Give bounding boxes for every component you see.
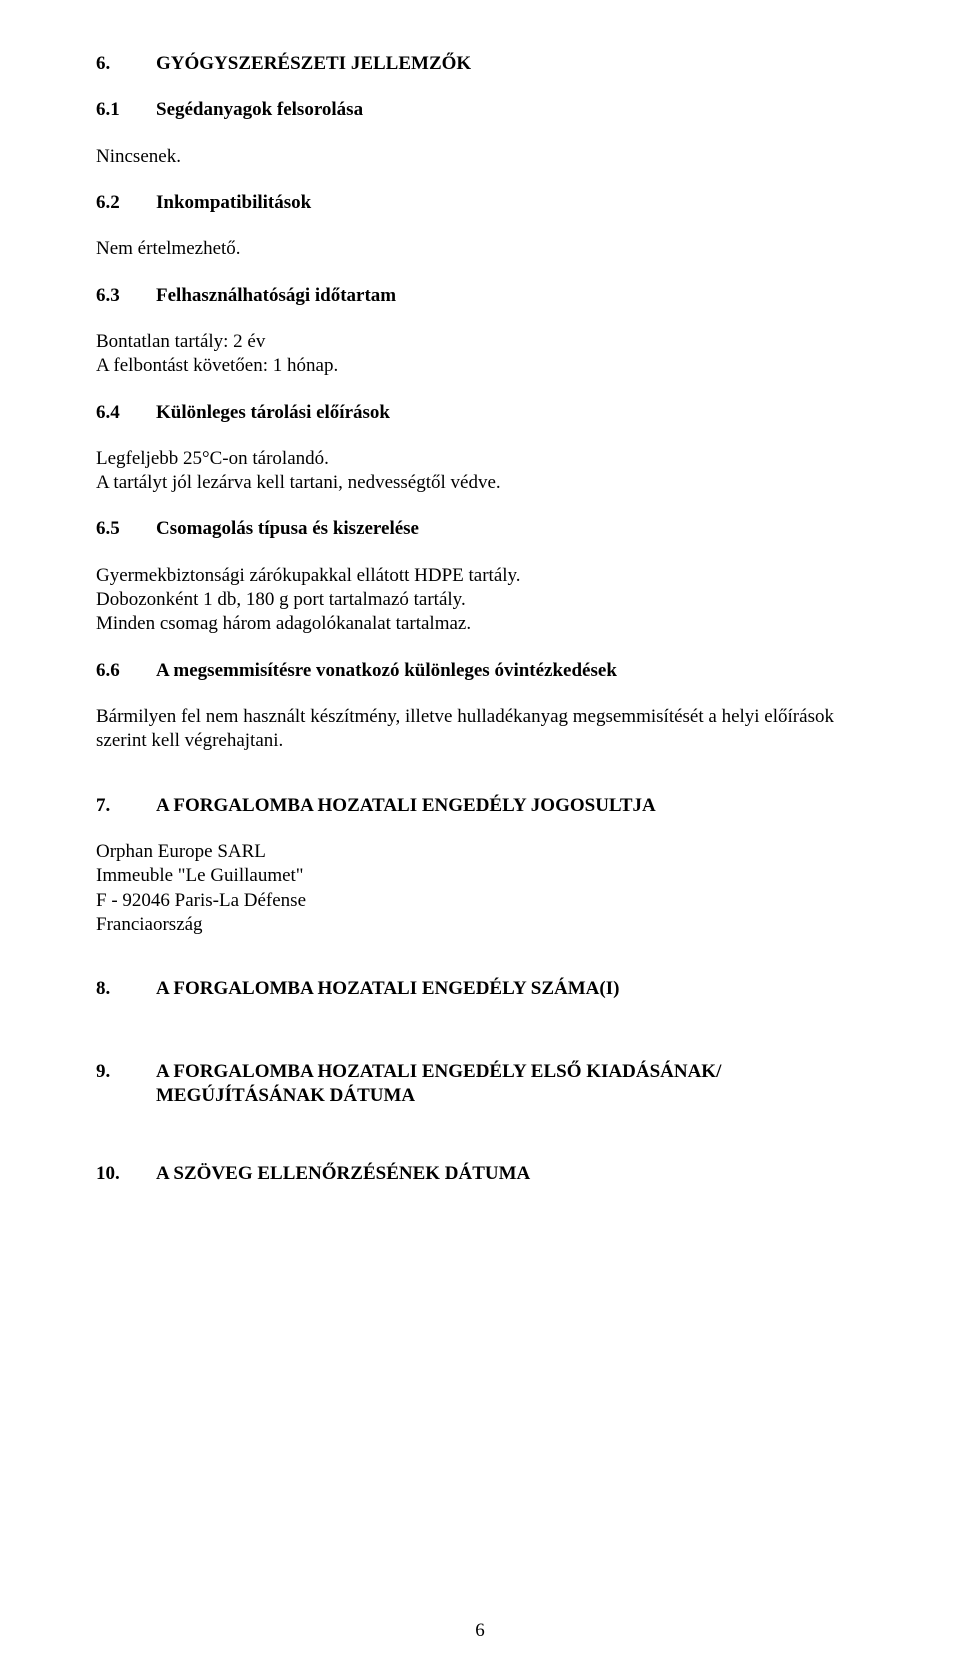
section-number: 10. (96, 1162, 156, 1186)
section-8-heading: 8. A FORGALOMBA HOZATALI ENGEDÉLY SZÁMA(… (96, 977, 864, 1001)
section-6-6-heading: 6.6 A megsemmisítésre vonatkozó különleg… (96, 659, 864, 683)
section-6-3-heading: 6.3 Felhasználhatósági időtartam (96, 284, 864, 308)
section-number: 6.3 (96, 284, 156, 308)
section-10-heading: 10. A SZÖVEG ELLENŐRZÉSÉNEK DÁTUMA (96, 1162, 864, 1186)
section-number: 6.4 (96, 401, 156, 425)
page-number: 6 (0, 1619, 960, 1643)
section-title: A FORGALOMBA HOZATALI ENGEDÉLY JOGOSULTJ… (156, 794, 864, 818)
body-line: Franciaország (96, 913, 864, 937)
section-6-1-heading: 6.1 Segédanyagok felsorolása (96, 98, 864, 122)
body-line: Orphan Europe SARL (96, 840, 864, 864)
section-6-2-body: Nem értelmezhető. (96, 237, 864, 261)
document-page: 6. GYÓGYSZERÉSZETI JELLEMZŐK 6.1 Segédan… (0, 0, 960, 1671)
section-title: Csomagolás típusa és kiszerelése (156, 517, 864, 541)
body-line: A felbontást követően: 1 hónap. (96, 354, 864, 378)
body-line: Gyermekbiztonsági zárókupakkal ellátott … (96, 564, 864, 588)
section-6-4-heading: 6.4 Különleges tárolási előírások (96, 401, 864, 425)
section-number: 6.2 (96, 191, 156, 215)
section-6-2-heading: 6.2 Inkompatibilitások (96, 191, 864, 215)
section-6-heading: 6. GYÓGYSZERÉSZETI JELLEMZŐK (96, 52, 864, 76)
section-title: GYÓGYSZERÉSZETI JELLEMZŐK (156, 52, 864, 76)
section-title: A FORGALOMBA HOZATALI ENGEDÉLY SZÁMA(I) (156, 977, 864, 1001)
section-title: Inkompatibilitások (156, 191, 864, 215)
section-6-6-body: Bármilyen fel nem használt készítmény, i… (96, 705, 864, 754)
section-title: Segédanyagok felsorolása (156, 98, 864, 122)
section-number: 7. (96, 794, 156, 818)
section-title: A megsemmisítésre vonatkozó különleges ó… (156, 659, 864, 683)
section-7-body: Orphan Europe SARL Immeuble "Le Guillaum… (96, 840, 864, 937)
section-title: Felhasználhatósági időtartam (156, 284, 864, 308)
section-number: 6.1 (96, 98, 156, 122)
section-6-5-heading: 6.5 Csomagolás típusa és kiszerelése (96, 517, 864, 541)
body-line: Dobozonként 1 db, 180 g port tartalmazó … (96, 588, 864, 612)
body-line: Legfeljebb 25°C-on tárolandó. (96, 447, 864, 471)
section-title: A FORGALOMBA HOZATALI ENGEDÉLY ELSŐ KIAD… (156, 1060, 864, 1109)
section-title: Különleges tárolási előírások (156, 401, 864, 425)
section-number: 6.6 (96, 659, 156, 683)
section-number: 6.5 (96, 517, 156, 541)
body-line: Immeuble "Le Guillaumet" (96, 864, 864, 888)
title-line: A FORGALOMBA HOZATALI ENGEDÉLY ELSŐ KIAD… (156, 1060, 864, 1084)
section-6-5-body: Gyermekbiztonsági zárókupakkal ellátott … (96, 564, 864, 637)
section-6-1-body: Nincsenek. (96, 145, 864, 169)
title-line: MEGÚJÍTÁSÁNAK DÁTUMA (156, 1084, 864, 1108)
section-number: 6. (96, 52, 156, 76)
body-line: Minden csomag három adagolókanalat tarta… (96, 612, 864, 636)
section-title: A SZÖVEG ELLENŐRZÉSÉNEK DÁTUMA (156, 1162, 864, 1186)
section-6-4-body: Legfeljebb 25°C-on tárolandó. A tartályt… (96, 447, 864, 496)
section-6-3-body: Bontatlan tartály: 2 év A felbontást köv… (96, 330, 864, 379)
body-line: F - 92046 Paris-La Défense (96, 889, 864, 913)
section-7-heading: 7. A FORGALOMBA HOZATALI ENGEDÉLY JOGOSU… (96, 794, 864, 818)
section-number: 9. (96, 1060, 156, 1109)
section-9-heading: 9. A FORGALOMBA HOZATALI ENGEDÉLY ELSŐ K… (96, 1060, 864, 1109)
body-line: A tartályt jól lezárva kell tartani, ned… (96, 471, 864, 495)
section-number: 8. (96, 977, 156, 1001)
body-line: Bontatlan tartály: 2 év (96, 330, 864, 354)
